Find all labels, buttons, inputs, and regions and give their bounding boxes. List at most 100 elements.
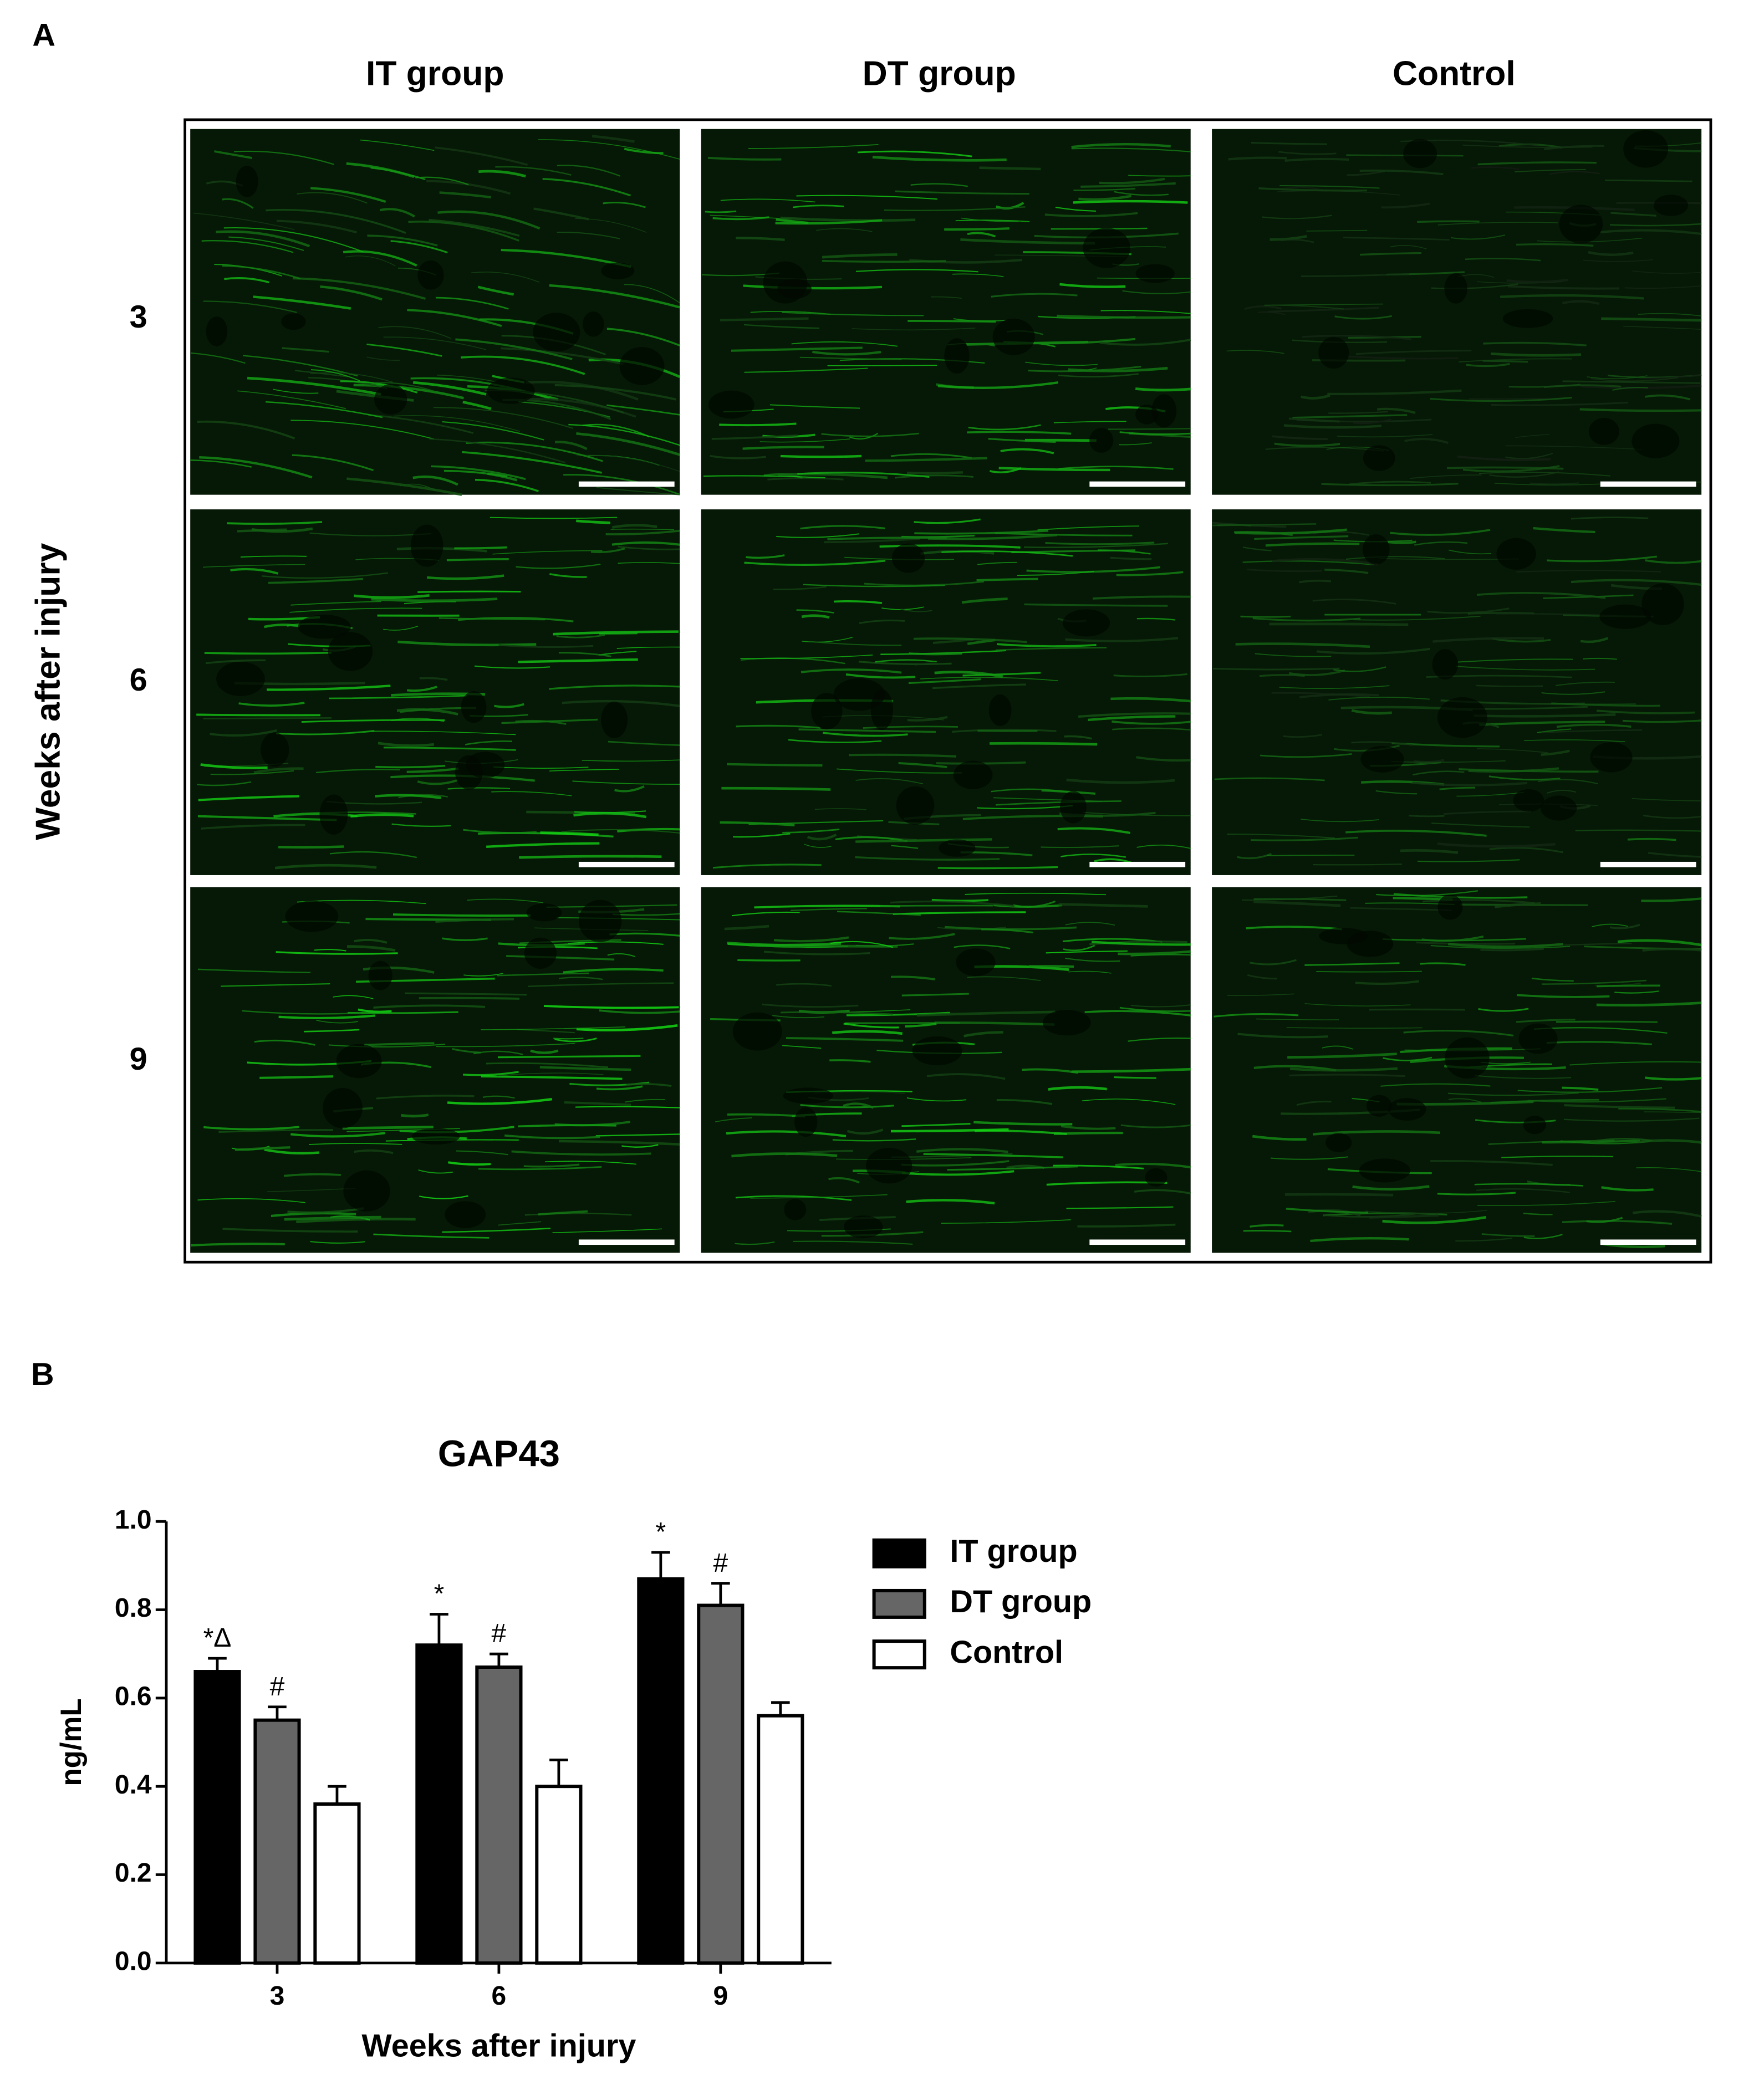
fiber bbox=[916, 1010, 1056, 1017]
fiber bbox=[782, 311, 924, 316]
fiber bbox=[1252, 617, 1361, 622]
fiber bbox=[573, 812, 647, 819]
fiber bbox=[988, 438, 1056, 443]
fiber bbox=[290, 420, 434, 440]
legend-label: DT group bbox=[950, 1584, 1092, 1619]
fiber bbox=[429, 438, 566, 464]
dark-spot bbox=[896, 786, 935, 825]
fiber bbox=[610, 528, 674, 530]
fiber bbox=[1610, 223, 1702, 227]
fiber bbox=[1627, 837, 1676, 841]
fiber bbox=[1301, 394, 1330, 400]
fiber bbox=[1115, 1162, 1191, 1169]
fiber bbox=[855, 838, 992, 843]
bar-chart: 0.0 0.2 0.4 0.6 0.8 1.0 3 *Δ #6 * #9 * # IT group DT g… bbox=[115, 1505, 1092, 2011]
dark-spot bbox=[1325, 1133, 1352, 1152]
fiber bbox=[1279, 185, 1380, 189]
fiber bbox=[477, 285, 514, 296]
fiber bbox=[742, 446, 824, 450]
fiber bbox=[366, 356, 400, 361]
fiber bbox=[242, 1010, 361, 1015]
fiber bbox=[448, 1161, 491, 1166]
fiber bbox=[941, 550, 1073, 557]
fiber bbox=[1414, 541, 1468, 546]
fiber bbox=[791, 341, 898, 347]
fiber bbox=[1507, 285, 1620, 290]
fiber bbox=[1214, 777, 1325, 781]
dark-spot bbox=[601, 262, 635, 279]
fiber bbox=[329, 851, 417, 859]
fiber bbox=[801, 614, 830, 619]
fiber bbox=[463, 1071, 519, 1076]
fiber bbox=[1632, 1210, 1702, 1218]
fiber bbox=[1328, 697, 1430, 701]
significance-mark: *Δ bbox=[203, 1623, 232, 1653]
fiber bbox=[466, 441, 603, 462]
fiber bbox=[572, 780, 680, 785]
fiber bbox=[832, 1030, 903, 1035]
fiber bbox=[1247, 974, 1278, 980]
fiber bbox=[383, 747, 516, 751]
fiber bbox=[1492, 637, 1551, 643]
fiber bbox=[582, 759, 680, 762]
fiber bbox=[471, 272, 540, 283]
fiber bbox=[406, 767, 459, 773]
dark-spot bbox=[323, 1087, 363, 1128]
fiber bbox=[1119, 442, 1152, 446]
significance-mark: # bbox=[270, 1672, 285, 1702]
fiber bbox=[294, 370, 348, 377]
fiber bbox=[1623, 325, 1702, 330]
fiber bbox=[1474, 713, 1616, 718]
fiber bbox=[1071, 1067, 1191, 1073]
dark-spot bbox=[578, 900, 622, 942]
fiber bbox=[491, 791, 572, 796]
fiber bbox=[1369, 1214, 1439, 1219]
fiber bbox=[944, 926, 1077, 931]
fiber bbox=[710, 454, 766, 459]
fiber bbox=[721, 786, 831, 791]
fiber bbox=[297, 192, 368, 204]
fiber bbox=[989, 742, 1098, 746]
fiber bbox=[328, 1043, 445, 1048]
fiber bbox=[931, 296, 962, 299]
fiber bbox=[1258, 187, 1368, 192]
fiber bbox=[1390, 529, 1491, 536]
fiber bbox=[243, 355, 358, 377]
fiber bbox=[350, 813, 414, 818]
fiber bbox=[1476, 591, 1606, 599]
fiber bbox=[1365, 1210, 1487, 1214]
x-tick-label: 6 bbox=[492, 1981, 507, 2011]
fiber bbox=[1609, 923, 1640, 929]
fiber bbox=[533, 207, 589, 221]
fiber bbox=[407, 309, 502, 328]
fiber bbox=[1610, 212, 1656, 217]
fiber bbox=[1556, 681, 1615, 686]
fiber bbox=[1465, 258, 1541, 262]
fiber bbox=[545, 1161, 636, 1165]
fiber bbox=[274, 863, 377, 870]
row-label: 6 bbox=[130, 662, 147, 698]
fiber bbox=[782, 829, 840, 834]
fiber bbox=[346, 162, 415, 178]
micrograph bbox=[1211, 509, 1702, 875]
fiber bbox=[538, 139, 680, 160]
fiber bbox=[1404, 438, 1449, 444]
fiber bbox=[821, 432, 919, 437]
fiber bbox=[1359, 169, 1444, 176]
fiber bbox=[234, 1146, 290, 1151]
fiber bbox=[1066, 778, 1175, 784]
fiber bbox=[1321, 483, 1459, 487]
dark-spot bbox=[1588, 418, 1619, 445]
fiber bbox=[383, 336, 486, 350]
fiber bbox=[1253, 1065, 1337, 1072]
fiber bbox=[524, 1213, 632, 1216]
fiber bbox=[1645, 559, 1702, 564]
fiber bbox=[901, 993, 969, 997]
significance-mark: * bbox=[656, 1517, 666, 1547]
dark-spot bbox=[988, 694, 1012, 726]
dark-spot bbox=[1432, 649, 1459, 679]
fiber bbox=[437, 374, 496, 382]
fiber bbox=[1600, 229, 1702, 236]
dark-spot bbox=[619, 347, 665, 385]
fiber bbox=[1024, 603, 1168, 607]
